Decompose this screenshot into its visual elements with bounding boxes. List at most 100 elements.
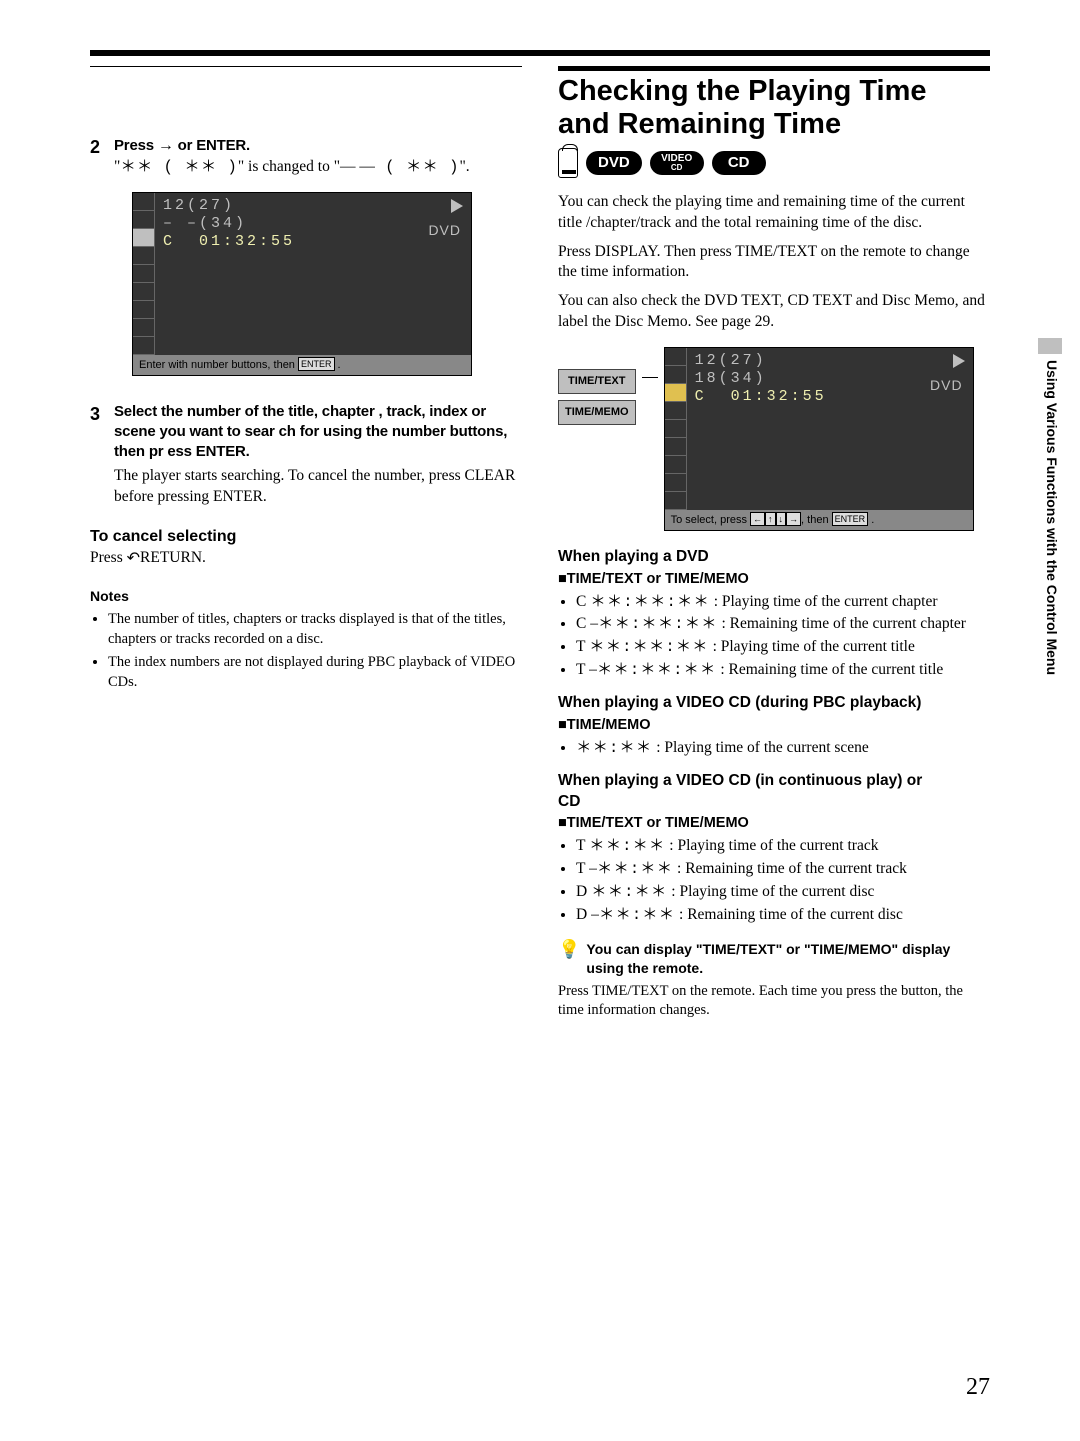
txt: : Remaining time of the current title <box>716 661 943 678</box>
step-2: 2 Press → or ENTER. "＊＊ ( ＊＊ )" is chang… <box>90 135 522 384</box>
notes: Notes The number of titles, chapters or … <box>90 587 522 692</box>
tip: 💡 You can display "TIME/TEXT" or "TIME/M… <box>558 940 990 978</box>
cancel-body: Press ↶RETURN. <box>90 548 522 570</box>
txt: Enter with number buttons, then <box>139 359 298 371</box>
step-text: "＊＊ ( ＊＊ )" is changed to "— — ( ＊＊ )". <box>114 158 470 175</box>
screen-line: C 01:32:55 <box>695 388 965 406</box>
screen-line: C 01:32:55 <box>163 233 463 251</box>
dvd-badge: DVD <box>586 151 642 175</box>
page: 2 Press → or ENTER. "＊＊ ( ＊＊ )" is chang… <box>0 0 1080 1441</box>
txt: D <box>576 883 591 900</box>
sub-section: ■TIME/TEXT or TIME/MEMO C ＊＊:＊＊:＊＊ : Pla… <box>558 570 990 681</box>
left-column: 2 Press → or ENTER. "＊＊ ( ＊＊ )" is chang… <box>90 66 522 1021</box>
list-item: T –＊＊:＊＊ : Remaining time of the current… <box>576 859 990 880</box>
txt: T <box>576 837 589 854</box>
step-number: 2 <box>90 135 104 384</box>
pattern: ＊＊:＊＊ <box>591 883 667 901</box>
cancel-heading: To cancel selecting <box>90 526 522 548</box>
txt: : Playing time of the current disc <box>667 883 874 900</box>
bullet-list: T ＊＊:＊＊ : Playing time of the current tr… <box>558 836 990 926</box>
step-head: Press → or ENTER. <box>114 137 250 154</box>
right-arrow-icon: → <box>786 512 801 526</box>
screen-footer: To select, press ←↑↓→, then ENTER . <box>665 510 973 530</box>
step-body: Select the number of the title, chapter … <box>114 402 522 509</box>
txt: : Playing time of the current track <box>665 837 878 854</box>
txt: T <box>576 638 589 655</box>
pattern: ＊＊:＊＊ <box>576 739 652 757</box>
divider <box>90 66 522 67</box>
sub-label: ■TIME/MEMO <box>558 716 990 736</box>
txt: . <box>868 514 874 526</box>
heavy-divider <box>558 66 990 71</box>
screen-line: 18(34) <box>695 370 965 388</box>
top-rule <box>90 50 990 56</box>
note-item: The number of titles, chapters or tracks… <box>108 610 522 649</box>
function-buttons: TIME/TEXT TIME/MEMO <box>558 369 636 531</box>
up-arrow-icon: ↑ <box>765 512 776 526</box>
screen-line: 12(27) <box>163 197 463 215</box>
pattern: ＊＊:＊＊:＊＊ <box>589 638 709 656</box>
sub-label: ■TIME/TEXT or TIME/MEMO <box>558 570 990 590</box>
pattern: ＊＊:＊＊ <box>589 837 665 855</box>
pattern: ＊＊ ( ＊＊ ) <box>120 158 238 176</box>
left-arrow-icon: ← <box>750 512 765 526</box>
list-item: T ＊＊:＊＊ : Playing time of the current tr… <box>576 836 990 857</box>
osd-with-buttons: TIME/TEXT TIME/MEMO DVD 1 <box>558 347 990 531</box>
txt: CD <box>671 164 683 172</box>
play-icon <box>451 199 463 213</box>
step-number: 3 <box>90 402 104 509</box>
pattern: ＊＊:＊＊ <box>599 906 675 924</box>
dvd-tag: DVD <box>930 376 963 395</box>
step-head: Select the number of the title, chapter … <box>114 402 522 463</box>
tip-heading: You can display "TIME/TEXT" or "TIME/MEM… <box>586 940 990 978</box>
note-item: The index numbers are not displayed duri… <box>108 653 522 692</box>
txt: C <box>576 593 590 610</box>
list-item: D ＊＊:＊＊ : Playing time of the current di… <box>576 882 990 903</box>
sub-section: ■TIME/MEMO ＊＊:＊＊ : Playing time of the c… <box>558 716 990 758</box>
connector-line <box>642 377 658 378</box>
txt: ". <box>459 158 469 175</box>
txt: : Playing time of the current title <box>709 638 915 655</box>
sub-label: ■TIME/TEXT or TIME/MEMO <box>558 814 990 834</box>
screen-main: DVD 12(27) – –(34) C 01:32:55 <box>155 193 471 355</box>
list-item: T ＊＊:＊＊:＊＊ : Playing time of the current… <box>576 637 990 658</box>
tip-body: Press TIME/TEXT on the remote. Each time… <box>558 982 990 1021</box>
txt: : Playing time of the current scene <box>652 739 869 756</box>
video-cd-badge: VIDEO CD <box>650 151 704 175</box>
step-text: The player starts searching. To cancel t… <box>114 466 522 508</box>
pattern: ＊＊:＊＊ <box>597 860 673 878</box>
step-body: Press → or ENTER. "＊＊ ( ＊＊ )" is changed… <box>114 135 522 384</box>
txt: : Playing time of the current chapter <box>710 593 938 610</box>
return-icon: ↶ <box>127 550 140 567</box>
right-column: Checking the Playing Time and Remaining … <box>558 66 990 1021</box>
side-cells <box>133 193 155 355</box>
time-memo-button[interactable]: TIME/MEMO <box>558 400 636 425</box>
section-title: Checking the Playing Time and Remaining … <box>558 75 990 142</box>
list-item: ＊＊:＊＊ : Playing time of the current scen… <box>576 738 990 759</box>
dvd-section-head: When playing a DVD <box>558 547 990 568</box>
osd-screen-2: DVD 12(27) 18(34) C 01:32:55 To select, … <box>664 347 974 531</box>
remote-icon <box>558 148 578 178</box>
bullet-list: ＊＊:＊＊ : Playing time of the current scen… <box>558 738 990 759</box>
list-item: D –＊＊:＊＊ : Remaining time of the current… <box>576 905 990 926</box>
play-icon <box>953 354 965 368</box>
pattern: ＊＊:＊＊:＊＊ <box>590 593 710 611</box>
bullet-list: C ＊＊:＊＊:＊＊ : Playing time of the current… <box>558 592 990 682</box>
intro-paragraph: You can check the playing time and remai… <box>558 192 990 234</box>
txt: : Remaining time of the current track <box>673 860 907 877</box>
txt: D – <box>576 906 599 923</box>
right-arrow-icon: → <box>158 137 174 154</box>
step-3: 3 Select the number of the title, chapte… <box>90 402 522 509</box>
enter-key-icon: ENTER <box>832 512 869 526</box>
txt: and Remaining Time <box>558 108 841 140</box>
media-badges: DVD VIDEO CD CD <box>558 148 990 178</box>
notes-heading: Notes <box>90 587 522 606</box>
txt: To select, press <box>671 514 750 526</box>
list-item: T –＊＊:＊＊:＊＊ : Remaining time of the curr… <box>576 660 990 681</box>
screen-line: – –(34) <box>163 215 463 233</box>
time-text-button[interactable]: TIME/TEXT <box>558 369 636 394</box>
tip-content: You can display "TIME/TEXT" or "TIME/MEM… <box>586 940 990 978</box>
txt: . <box>335 359 341 371</box>
screen-body: DVD 12(27) 18(34) C 01:32:55 <box>665 348 973 510</box>
txt: T – <box>576 860 597 877</box>
